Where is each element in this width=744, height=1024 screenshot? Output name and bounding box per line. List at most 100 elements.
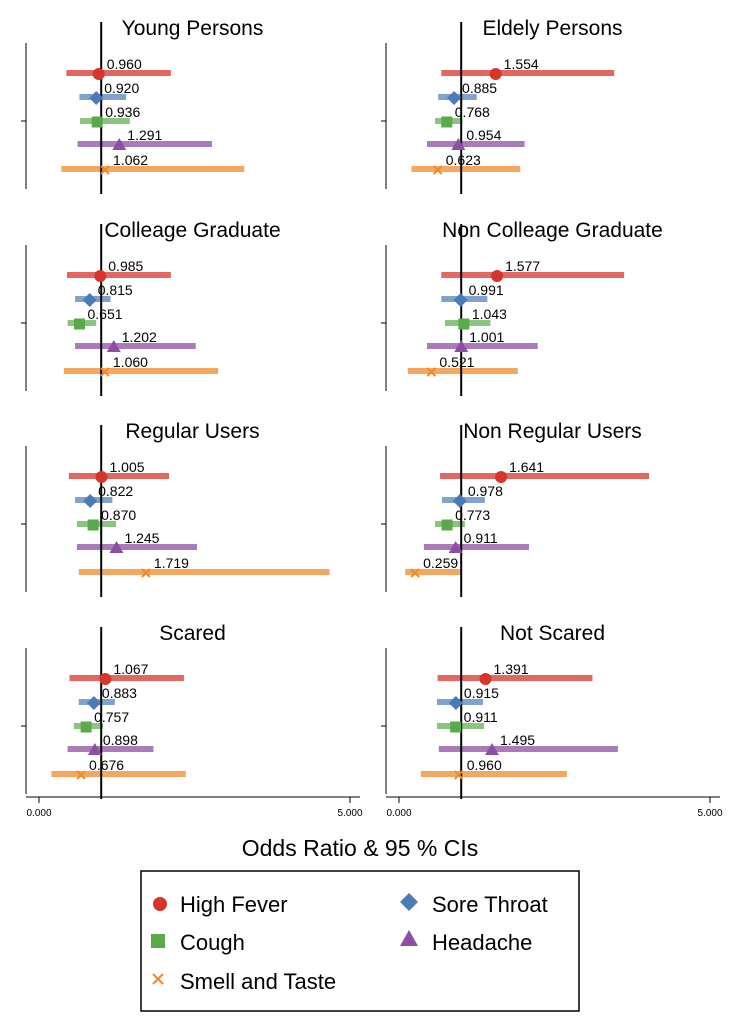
point-high-fever [99, 673, 112, 685]
x-axis-title: Odds Ratio & 95 % CIs [242, 835, 479, 861]
or-value-label: 0.883 [102, 685, 137, 701]
point-smell-and-taste [454, 770, 464, 780]
or-value-label: 1.495 [500, 732, 535, 748]
panel-title: Non Colleage Graduate [442, 219, 663, 242]
legend: High Fever Sore Throat Cough Headache Smell … [140, 870, 580, 1012]
point-high-fever [495, 471, 508, 483]
panel-scared: Scared 1.067 0.883 0.757 0.898 0.676 [21, 622, 226, 799]
ci-bar-high-fever [66, 70, 171, 76]
ci-bar-high-fever [441, 272, 625, 278]
legend-label: Sore Throat [432, 892, 548, 917]
or-value-label: 0.915 [464, 685, 499, 701]
panel-eldely-persons: Eldely Persons 1.554 0.885 0.768 0.954 0.623 [381, 17, 623, 194]
ci-bar-smell-and-taste [405, 569, 460, 575]
ci-bar-smell-and-taste [407, 368, 518, 374]
x-marker-stroke [433, 165, 443, 175]
ci-bar-headache [426, 343, 538, 349]
x-marker-stroke [454, 770, 464, 780]
point-headache [106, 340, 121, 352]
x-marker-stroke [100, 165, 110, 175]
ci-bar-smell-and-taste [61, 166, 245, 172]
legend-label: High Fever [180, 892, 288, 917]
or-value-label: 0.885 [462, 80, 497, 96]
point-headache [448, 541, 463, 553]
or-value-label: 1.577 [505, 258, 540, 274]
legend-item-high-fever: High Fever [153, 892, 288, 917]
point-headache [484, 743, 499, 755]
point-sore-throat [448, 696, 463, 710]
or-value-label: 0.623 [446, 152, 481, 168]
ci-bar-headache [75, 343, 196, 349]
point-sore-throat [452, 494, 467, 508]
or-value-label: 1.245 [124, 530, 159, 546]
ci-bar-high-fever [440, 473, 650, 479]
panel-title: Young Persons [122, 17, 264, 40]
panel-title: Non Regular Users [463, 420, 642, 443]
point-headache [454, 340, 469, 352]
point-sore-throat [89, 91, 104, 105]
or-value-label: 1.641 [509, 459, 544, 475]
x-mark-stroke [152, 973, 164, 985]
point-sore-throat [447, 91, 462, 105]
or-value-label: 1.067 [113, 661, 148, 677]
or-value-label: 0.815 [98, 282, 133, 298]
point-smell-and-taste [141, 568, 151, 578]
point-cough [73, 318, 85, 330]
panel-title: Regular Users [125, 420, 259, 443]
or-value-label: 0.991 [469, 282, 504, 298]
x-tick-label: 5.000 [337, 808, 362, 819]
or-value-label: 0.259 [423, 555, 458, 571]
point-smell-and-taste [100, 367, 110, 377]
or-value-label: 0.911 [464, 530, 498, 546]
point-sore-throat [83, 494, 98, 508]
x-tick-label: 0.000 [26, 808, 51, 819]
or-value-label: 1.291 [127, 127, 162, 143]
point-cough [87, 519, 99, 531]
x-axis-right: 0.000 5.000 [386, 796, 723, 819]
x-marker-stroke [76, 770, 86, 780]
point-high-fever [94, 270, 107, 282]
point-cough [450, 721, 462, 733]
ci-bar-headache [76, 544, 197, 550]
square-icon [151, 934, 165, 948]
or-value-label: 0.757 [94, 709, 129, 725]
or-value-label: 0.521 [439, 354, 474, 370]
or-value-label: 0.651 [87, 306, 122, 322]
circle-icon [153, 897, 167, 911]
panel-title: Not Scared [500, 622, 605, 645]
x-marker-stroke [410, 568, 420, 578]
ci-bar-smell-and-taste [420, 771, 567, 777]
x-mark-icon [152, 973, 164, 985]
or-value-label: 0.954 [466, 127, 501, 143]
point-headache [451, 138, 466, 150]
point-high-fever [489, 68, 502, 80]
ci-bar-high-fever [66, 272, 171, 278]
legend-item-headache: Headache [400, 930, 532, 955]
x-tick-label: 0.000 [386, 808, 411, 819]
or-value-label: 0.676 [89, 757, 124, 773]
ci-bar-smell-and-taste [51, 771, 186, 777]
or-value-label: 1.202 [122, 329, 157, 345]
panel-non-regular-users: Non Regular Users 1.641 0.978 0.773 0.911 0.2… [381, 420, 650, 597]
ci-bar-smell-and-taste [411, 166, 521, 172]
or-value-label: 1.062 [113, 152, 148, 168]
or-value-label: 0.768 [455, 104, 490, 120]
panel-regular-users: Regular Users 1.005 0.822 0.870 1.245 1.719 [21, 420, 330, 597]
point-headache [112, 138, 127, 150]
or-value-label: 1.391 [494, 661, 529, 677]
ci-bar-high-fever [437, 675, 593, 681]
triangle-icon [400, 930, 418, 946]
point-sore-throat [86, 696, 101, 710]
ci-bar-cough [80, 118, 130, 124]
point-smell-and-taste [76, 770, 86, 780]
or-value-label: 1.001 [469, 329, 504, 345]
legend-label: Cough [180, 930, 245, 955]
point-high-fever [479, 673, 492, 685]
or-value-label: 1.060 [113, 354, 148, 370]
point-sore-throat [82, 293, 97, 307]
point-cough [441, 519, 453, 531]
